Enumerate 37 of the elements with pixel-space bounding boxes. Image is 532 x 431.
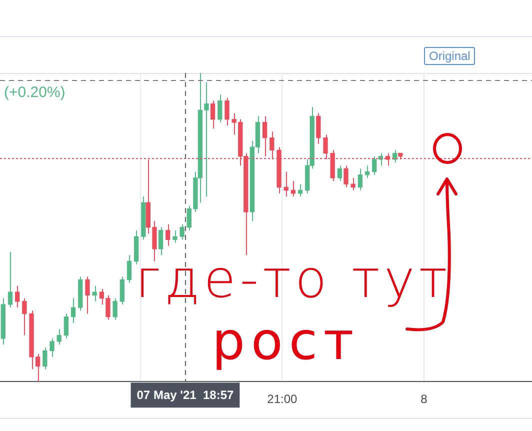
ref-line-label: 07 May '21 18:57 (136, 388, 234, 402)
candlestick (364, 165, 370, 178)
candlestick (120, 276, 124, 305)
annotation: рост (212, 312, 360, 372)
candlestick (85, 276, 90, 314)
candlestick (8, 251, 13, 308)
candlestick (210, 100, 216, 130)
text: Original (424, 47, 476, 65)
candlestick (218, 94, 222, 123)
candlestick (358, 168, 363, 191)
candlestick (42, 347, 48, 370)
annotation: (+0.20%) (4, 84, 66, 101)
candlestick (158, 226, 164, 256)
candlestick (92, 285, 97, 302)
annotation: где-то тут (135, 250, 452, 310)
candlestick (56, 328, 62, 346)
candlestick (337, 165, 342, 182)
candlestick (172, 230, 178, 244)
candlestick (284, 171, 288, 197)
candlestick (22, 298, 27, 336)
candlestick (70, 298, 76, 324)
candlestick (64, 313, 69, 339)
candlestick (350, 177, 356, 191)
candlestick (344, 165, 348, 188)
candlestick (298, 184, 303, 197)
candlestick (224, 97, 230, 126)
x-tick-label: 21:00 (267, 392, 298, 406)
candlestick (15, 285, 20, 308)
candlestick (126, 254, 132, 284)
candlestick (372, 156, 377, 176)
x-tick-label: 8 (420, 392, 428, 406)
candlestick (50, 338, 54, 358)
candlestick (112, 298, 118, 320)
candlestick (166, 224, 170, 246)
candlestick (180, 224, 184, 240)
candlestick (290, 180, 296, 197)
candlestick (316, 112, 321, 144)
